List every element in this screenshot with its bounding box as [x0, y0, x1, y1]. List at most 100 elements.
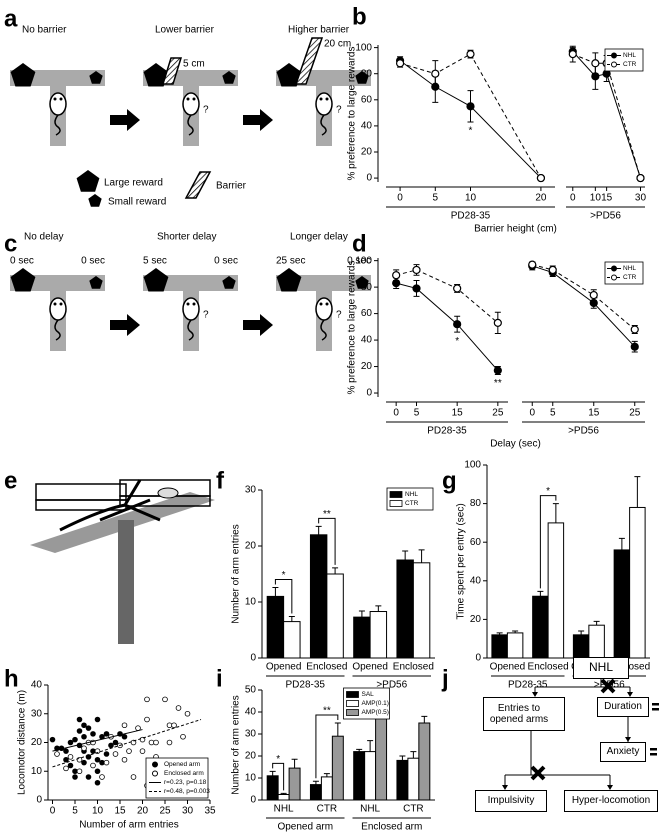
point — [431, 69, 440, 78]
point — [175, 705, 182, 711]
legend-label: r=0.48, p=0.003 — [164, 788, 210, 795]
point — [81, 759, 87, 766]
error-bar — [593, 620, 600, 626]
bar — [407, 757, 420, 801]
y-tick-label: 0 — [250, 795, 256, 806]
panel-label: e — [4, 467, 17, 494]
point — [536, 173, 546, 183]
category-label: Enclosed — [393, 662, 434, 673]
error-bar — [634, 476, 641, 508]
panel-label: a — [4, 5, 18, 32]
point — [99, 759, 105, 766]
large-reward — [276, 63, 302, 87]
equal-sign — [652, 703, 659, 706]
question-mark: ? — [203, 105, 209, 116]
significance: ** — [323, 509, 331, 520]
point — [568, 50, 577, 59]
point — [395, 59, 405, 68]
legend-swatch — [389, 500, 403, 507]
bar — [353, 616, 371, 659]
bar — [266, 595, 285, 659]
x-tick-label: 35 — [204, 806, 216, 817]
significance: * — [469, 126, 473, 137]
rat-tail — [320, 114, 327, 136]
arrow-head — [502, 785, 508, 790]
y-tick-label: 0 — [36, 795, 42, 806]
point — [144, 696, 150, 703]
small-reward — [222, 71, 236, 84]
significance: * — [546, 486, 550, 497]
error-bar — [272, 586, 279, 597]
rat — [182, 297, 200, 321]
y-tick-label: 20 — [245, 751, 257, 762]
large-reward — [10, 63, 36, 87]
point — [103, 731, 110, 737]
x-tick-label: 15 — [452, 408, 464, 419]
delay-left: 0 sec — [10, 256, 34, 267]
point — [67, 739, 74, 746]
rat — [315, 297, 333, 321]
series-line — [532, 265, 636, 348]
x-tick-label: 5 — [414, 408, 420, 419]
maze-drawing — [30, 479, 215, 644]
rat-tail — [187, 319, 194, 341]
legend-label: Large reward — [104, 178, 163, 189]
x-tick-label: 10 — [465, 193, 477, 204]
point — [166, 722, 173, 729]
significance: ** — [323, 706, 331, 717]
y-tick-label: 100 — [355, 255, 372, 266]
category-label: Opened — [266, 662, 302, 673]
point — [184, 710, 191, 717]
y-tick-label: 10 — [31, 766, 43, 777]
flow-arrow — [110, 109, 140, 131]
y-tick-label: 60 — [361, 94, 373, 105]
series-line — [572, 51, 641, 179]
y-tick-label: 40 — [361, 121, 373, 132]
equal-sign — [652, 708, 659, 711]
y-axis-label: Number of arm entries — [231, 695, 242, 794]
y-tick-label: 30 — [245, 485, 257, 496]
barrier — [294, 37, 324, 85]
error-bar — [421, 715, 428, 723]
bar — [369, 611, 388, 659]
bar — [331, 735, 344, 801]
category-label: NHL — [274, 804, 294, 815]
y-tick-label: 50 — [245, 685, 257, 696]
point — [67, 754, 74, 760]
point — [72, 736, 78, 743]
panel-label: d — [352, 230, 367, 257]
point — [63, 756, 69, 763]
y-axis-label: Locomotor distance (m) — [17, 690, 28, 795]
node: Duration — [597, 697, 649, 717]
x-tick-label: 5 — [550, 408, 556, 419]
legend-marker — [611, 274, 617, 281]
error-bar — [367, 740, 374, 752]
node: Impulsivity — [475, 790, 547, 812]
x-axis-label: Barrier height (cm) — [474, 224, 557, 235]
point — [94, 779, 101, 786]
series-line — [532, 264, 636, 330]
point — [166, 739, 173, 746]
x-tick-label: 30 — [182, 806, 194, 817]
bar — [572, 634, 590, 659]
bar — [283, 621, 301, 659]
point — [636, 173, 645, 183]
arrow-head — [532, 692, 538, 697]
point — [392, 271, 401, 280]
point — [630, 325, 639, 334]
point — [76, 728, 83, 734]
rat — [182, 92, 200, 116]
panel-label: g — [442, 467, 457, 494]
rat-eye — [192, 97, 196, 101]
delay-right: 0 sec — [347, 256, 371, 267]
legend-small-reward — [88, 194, 102, 207]
x-tick-label: 20 — [535, 193, 547, 204]
significance-bracket — [539, 495, 557, 589]
legend-swatch — [346, 691, 359, 698]
point — [466, 50, 475, 59]
bar — [375, 713, 388, 801]
x-axis-label: Number of arm entries — [79, 820, 178, 831]
x-tick-label: 0 — [397, 193, 403, 204]
maze-label: No delay — [24, 232, 63, 243]
x-tick-label: 30 — [635, 193, 647, 204]
